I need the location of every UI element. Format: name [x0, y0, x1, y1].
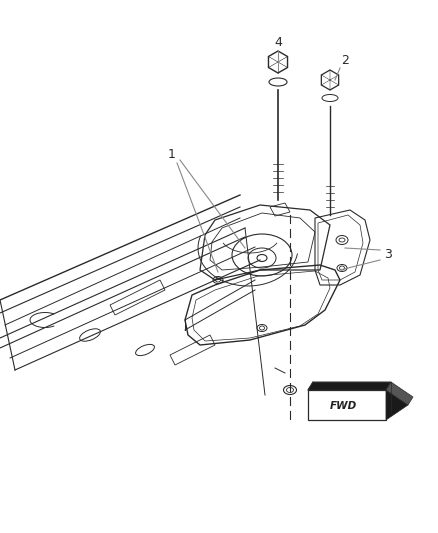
- Polygon shape: [386, 390, 408, 420]
- Polygon shape: [386, 382, 413, 405]
- Text: 4: 4: [274, 36, 282, 49]
- Text: 2: 2: [341, 53, 349, 67]
- Text: 1: 1: [168, 149, 176, 161]
- Polygon shape: [308, 382, 391, 390]
- Text: FWD: FWD: [329, 401, 357, 410]
- Text: 3: 3: [384, 248, 392, 262]
